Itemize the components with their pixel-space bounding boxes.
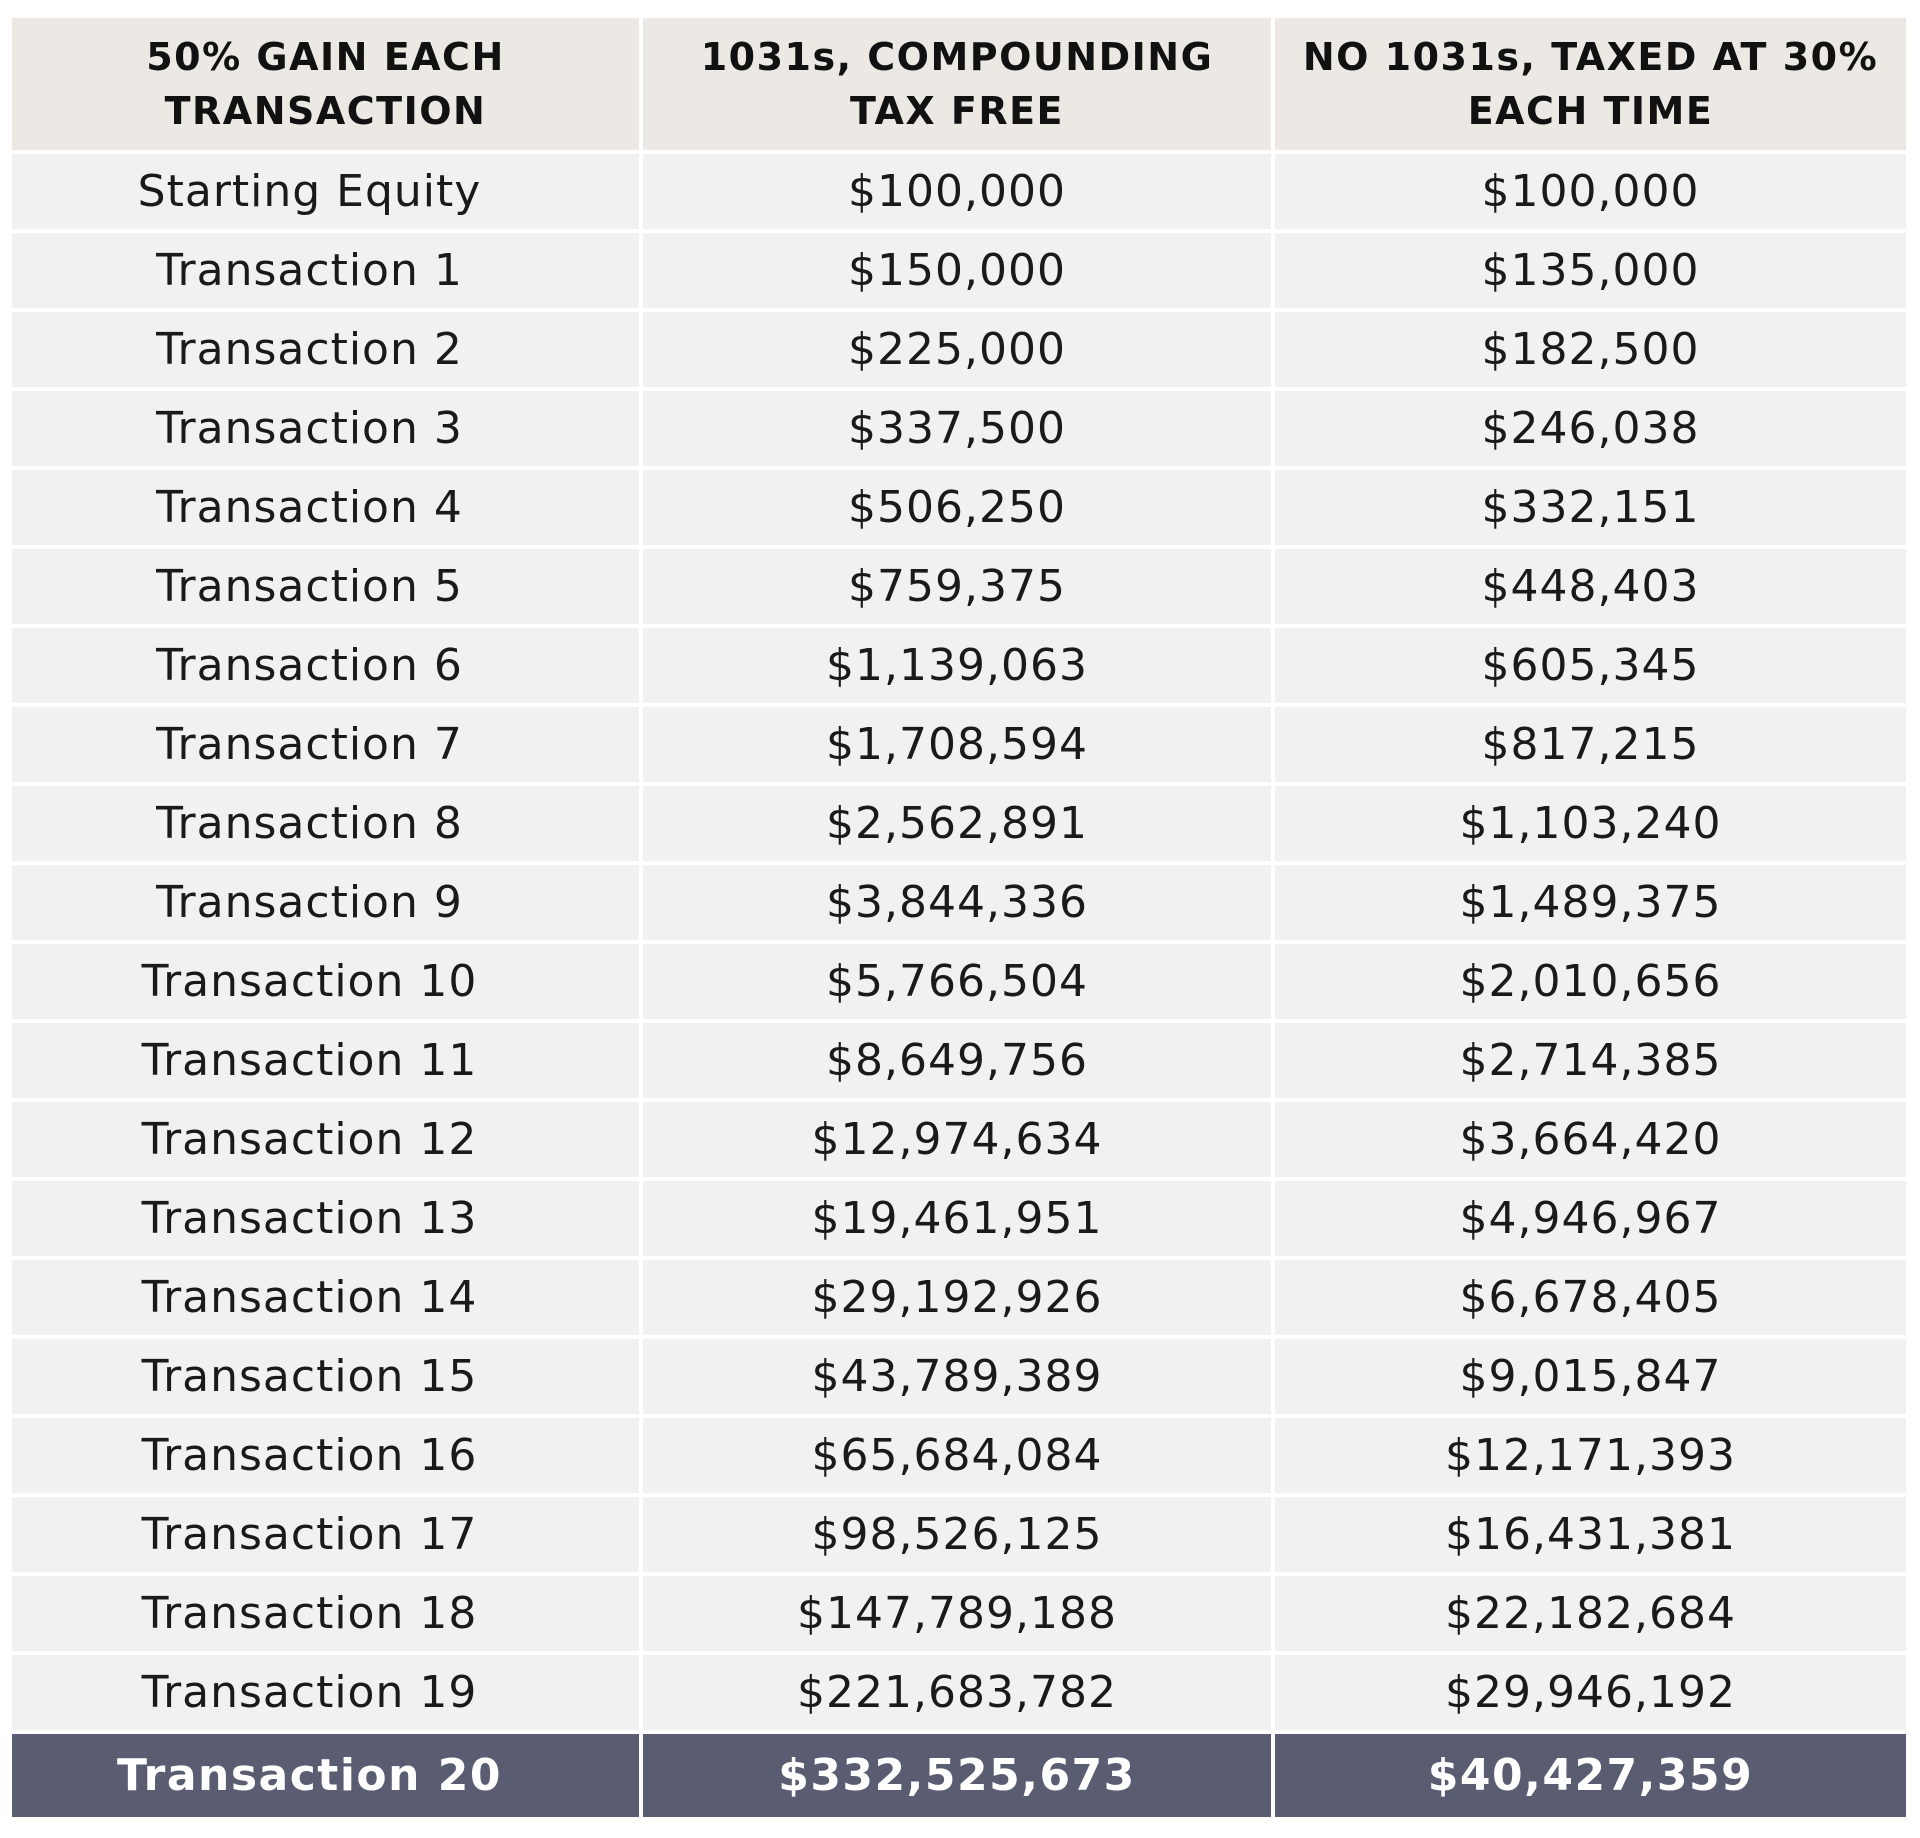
table-row: Transaction 5 $759,375 $448,403 (12, 549, 1906, 624)
header-line: EACH TIME (1467, 89, 1714, 133)
row-label: Transaction 11 (12, 1023, 639, 1098)
value-with-1031: $8,649,756 (643, 1023, 1271, 1098)
header-line: TRANSACTION (164, 89, 487, 133)
total-with-1031: $332,525,673 (643, 1734, 1271, 1817)
value-with-1031: $150,000 (643, 233, 1271, 308)
row-label: Transaction 16 (12, 1418, 639, 1493)
table-row: Transaction 11 $8,649,756 $2,714,385 (12, 1023, 1906, 1098)
value-without-1031: $12,171,393 (1275, 1418, 1906, 1493)
value-without-1031: $817,215 (1275, 707, 1906, 782)
value-with-1031: $5,766,504 (643, 944, 1271, 1019)
value-with-1031: $1,708,594 (643, 707, 1271, 782)
value-without-1031: $2,010,656 (1275, 944, 1906, 1019)
row-label: Transaction 13 (12, 1181, 639, 1256)
row-label: Transaction 18 (12, 1576, 639, 1651)
row-label: Transaction 7 (12, 707, 639, 782)
value-without-1031: $1,489,375 (1275, 865, 1906, 940)
value-with-1031: $100,000 (643, 154, 1271, 229)
value-with-1031: $19,461,951 (643, 1181, 1271, 1256)
value-with-1031: $98,526,125 (643, 1497, 1271, 1572)
value-without-1031: $332,151 (1275, 470, 1906, 545)
table-row: Transaction 15 $43,789,389 $9,015,847 (12, 1339, 1906, 1414)
value-with-1031: $3,844,336 (643, 865, 1271, 940)
row-label: Transaction 19 (12, 1655, 639, 1730)
row-label: Transaction 8 (12, 786, 639, 861)
row-label: Transaction 15 (12, 1339, 639, 1414)
table-row: Transaction 9 $3,844,336 $1,489,375 (12, 865, 1906, 940)
table-row: Transaction 14 $29,192,926 $6,678,405 (12, 1260, 1906, 1335)
value-with-1031: $29,192,926 (643, 1260, 1271, 1335)
header-transaction: 50% GAIN EACH TRANSACTION (12, 18, 639, 150)
value-with-1031: $506,250 (643, 470, 1271, 545)
value-without-1031: $4,946,967 (1275, 1181, 1906, 1256)
table-row: Transaction 6 $1,139,063 $605,345 (12, 628, 1906, 703)
table-row: Transaction 7 $1,708,594 $817,215 (12, 707, 1906, 782)
value-with-1031: $2,562,891 (643, 786, 1271, 861)
table-row: Transaction 8 $2,562,891 $1,103,240 (12, 786, 1906, 861)
header-line: 50% GAIN EACH (146, 35, 505, 79)
row-label: Transaction 4 (12, 470, 639, 545)
table-row: Transaction 18 $147,789,188 $22,182,684 (12, 1576, 1906, 1651)
value-without-1031: $3,664,420 (1275, 1102, 1906, 1177)
value-with-1031: $221,683,782 (643, 1655, 1271, 1730)
value-with-1031: $759,375 (643, 549, 1271, 624)
row-label: Transaction 9 (12, 865, 639, 940)
value-without-1031: $246,038 (1275, 391, 1906, 466)
value-with-1031: $337,500 (643, 391, 1271, 466)
value-without-1031: $2,714,385 (1275, 1023, 1906, 1098)
header-row: 50% GAIN EACH TRANSACTION 1031s, COMPOUN… (12, 18, 1906, 150)
table-row: Transaction 2 $225,000 $182,500 (12, 312, 1906, 387)
row-label: Transaction 1 (12, 233, 639, 308)
table-row: Transaction 19 $221,683,782 $29,946,192 (12, 1655, 1906, 1730)
header-with-1031: 1031s, COMPOUNDING TAX FREE (643, 18, 1271, 150)
header-line: TAX FREE (849, 89, 1065, 133)
value-without-1031: $6,678,405 (1275, 1260, 1906, 1335)
table-row: Transaction 3 $337,500 $246,038 (12, 391, 1906, 466)
value-without-1031: $135,000 (1275, 233, 1906, 308)
row-label: Transaction 3 (12, 391, 639, 466)
row-label: Transaction 5 (12, 549, 639, 624)
value-without-1031: $29,946,192 (1275, 1655, 1906, 1730)
table-row: Transaction 1 $150,000 $135,000 (12, 233, 1906, 308)
value-with-1031: $225,000 (643, 312, 1271, 387)
header-without-1031: NO 1031s, TAXED AT 30% EACH TIME (1275, 18, 1906, 150)
row-label: Transaction 14 (12, 1260, 639, 1335)
value-without-1031: $182,500 (1275, 312, 1906, 387)
value-with-1031: $12,974,634 (643, 1102, 1271, 1177)
value-with-1031: $1,139,063 (643, 628, 1271, 703)
total-label: Transaction 20 (12, 1734, 639, 1817)
header-line: 1031s, COMPOUNDING (700, 35, 1214, 79)
value-without-1031: $22,182,684 (1275, 1576, 1906, 1651)
table-body: Starting Equity $100,000 $100,000 Transacti… (12, 154, 1906, 1817)
row-label: Transaction 6 (12, 628, 639, 703)
table-row: Transaction 13 $19,461,951 $4,946,967 (12, 1181, 1906, 1256)
value-without-1031: $1,103,240 (1275, 786, 1906, 861)
comparison-table-container: 50% GAIN EACH TRANSACTION 1031s, COMPOUN… (12, 18, 1910, 1817)
value-with-1031: $65,684,084 (643, 1418, 1271, 1493)
value-without-1031: $16,431,381 (1275, 1497, 1906, 1572)
value-without-1031: $448,403 (1275, 549, 1906, 624)
table-row: Transaction 16 $65,684,084 $12,171,393 (12, 1418, 1906, 1493)
table-row: Transaction 4 $506,250 $332,151 (12, 470, 1906, 545)
row-label: Transaction 17 (12, 1497, 639, 1572)
table-row: Starting Equity $100,000 $100,000 (12, 154, 1906, 229)
table-row: Transaction 17 $98,526,125 $16,431,381 (12, 1497, 1906, 1572)
total-row: Transaction 20 $332,525,673 $40,427,359 (12, 1734, 1906, 1817)
value-without-1031: $9,015,847 (1275, 1339, 1906, 1414)
comparison-table: 50% GAIN EACH TRANSACTION 1031s, COMPOUN… (8, 14, 1910, 1821)
value-with-1031: $147,789,188 (643, 1576, 1271, 1651)
table-row: Transaction 10 $5,766,504 $2,010,656 (12, 944, 1906, 1019)
total-without-1031: $40,427,359 (1275, 1734, 1906, 1817)
value-with-1031: $43,789,389 (643, 1339, 1271, 1414)
row-label: Starting Equity (12, 154, 639, 229)
value-without-1031: $100,000 (1275, 154, 1906, 229)
row-label: Transaction 12 (12, 1102, 639, 1177)
table-row: Transaction 12 $12,974,634 $3,664,420 (12, 1102, 1906, 1177)
row-label: Transaction 2 (12, 312, 639, 387)
row-label: Transaction 10 (12, 944, 639, 1019)
value-without-1031: $605,345 (1275, 628, 1906, 703)
header-line: NO 1031s, TAXED AT 30% (1302, 35, 1879, 79)
